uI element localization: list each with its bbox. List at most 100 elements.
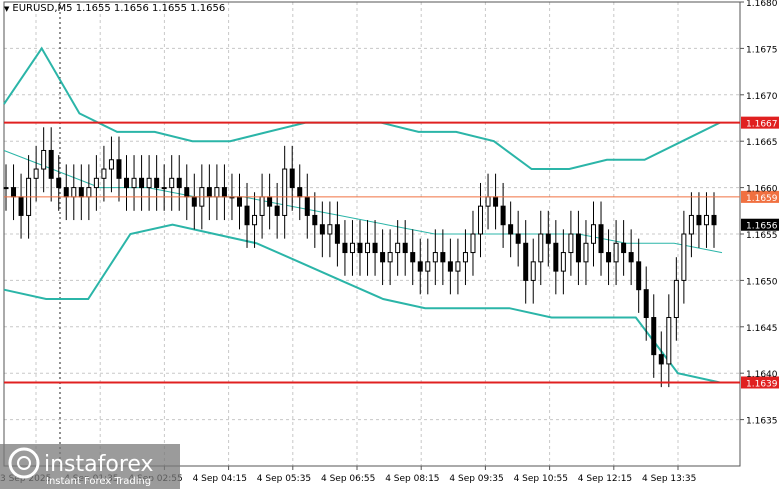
candle (101, 145, 107, 202)
price-axis: 1.16351.16401.16451.16501.16551.16601.16… (740, 0, 778, 427)
candle-body (583, 242, 589, 263)
candle (334, 201, 340, 267)
logo-swirl-inner-icon (17, 456, 31, 470)
x-tick-label: 4 Sep 09:35 (449, 474, 503, 484)
candle (485, 173, 491, 230)
candle-body (545, 233, 551, 244)
candle-body (169, 177, 175, 189)
candle-body (93, 177, 99, 189)
candle (342, 220, 348, 276)
candle (703, 192, 709, 248)
candle (11, 164, 17, 221)
candle-body (11, 187, 17, 198)
candle-body (560, 252, 566, 272)
candle (493, 173, 499, 230)
dropdown-triangle-icon[interactable]: ▼ (4, 5, 10, 13)
candle (508, 201, 514, 258)
candle-body (538, 233, 544, 263)
candle-body (176, 177, 182, 189)
candle-body (154, 177, 160, 189)
logo-tagline-text: Instant Forex Trading (46, 476, 151, 487)
candle (18, 173, 24, 239)
candle (673, 257, 679, 341)
y-tick-label: 1.1635 (746, 417, 778, 427)
y-tick-label: 1.1660 (746, 185, 778, 195)
candle-body (236, 196, 242, 207)
candle-body (440, 252, 446, 263)
candle-body (365, 242, 371, 254)
candle (628, 229, 634, 286)
candle (48, 127, 54, 202)
logo-brand-text: instaforex (44, 452, 154, 477)
candle (259, 173, 265, 239)
candle (33, 145, 39, 202)
candle (711, 192, 717, 248)
candle-body (297, 187, 303, 198)
candle (93, 155, 99, 211)
y-tick-label: 1.1645 (746, 324, 778, 334)
level-label-box (741, 190, 779, 203)
candle-body (191, 196, 197, 207)
candles (3, 127, 717, 388)
candle-body (304, 196, 310, 216)
candle (606, 229, 612, 286)
candle (86, 164, 92, 221)
x-tick-label: 4 Sep 06:55 (321, 474, 375, 484)
y-tick-label: 1.1680 (746, 0, 778, 9)
candle-body (334, 224, 340, 244)
candle (583, 220, 589, 286)
candle (432, 229, 438, 286)
candle-body (673, 279, 679, 319)
candle (184, 164, 190, 221)
candle (470, 210, 476, 276)
candle-body (372, 242, 378, 254)
logo-swirl-icon (8, 447, 40, 479)
level-label: 1.1667 (746, 120, 778, 130)
candle-body (327, 224, 333, 235)
candle-body (214, 187, 220, 198)
candle (417, 238, 423, 295)
candle (658, 331, 664, 388)
candle-body (636, 261, 642, 291)
candle-body (666, 317, 672, 365)
candle-body (447, 261, 453, 272)
candle (357, 220, 363, 276)
candle-body (417, 261, 423, 272)
candle-body (568, 233, 574, 254)
candle-body (395, 242, 401, 254)
candle (651, 294, 657, 378)
candle (447, 238, 453, 295)
candle (78, 164, 84, 221)
y-tick-label: 1.1675 (746, 45, 778, 55)
candle-body (387, 252, 393, 263)
candle (462, 229, 468, 286)
x-tick-label: 4 Sep 12:15 (578, 474, 632, 484)
candle-body (455, 261, 461, 272)
candle (440, 229, 446, 286)
candle (304, 173, 310, 239)
candle-body (116, 159, 122, 179)
candle (402, 220, 408, 276)
candle-body (425, 261, 431, 272)
candle-body (515, 233, 521, 244)
candle-body (259, 196, 265, 216)
candle (191, 173, 197, 230)
candle-body (78, 187, 84, 198)
candle-body (658, 354, 664, 365)
candle-body (628, 252, 634, 263)
x-tick-label: 4 Sep 04:15 (193, 474, 247, 484)
candle (116, 136, 122, 202)
y-tick-label: 1.1655 (746, 231, 778, 241)
candle (176, 155, 182, 211)
candle-body (319, 224, 325, 235)
candle (621, 220, 627, 276)
level-label: 1.1639 (746, 379, 778, 389)
candle-body (590, 224, 596, 244)
candle (108, 136, 114, 193)
candle (154, 155, 160, 211)
candle (139, 155, 145, 211)
candle (410, 229, 416, 286)
candle (500, 182, 506, 248)
candle (523, 220, 529, 304)
